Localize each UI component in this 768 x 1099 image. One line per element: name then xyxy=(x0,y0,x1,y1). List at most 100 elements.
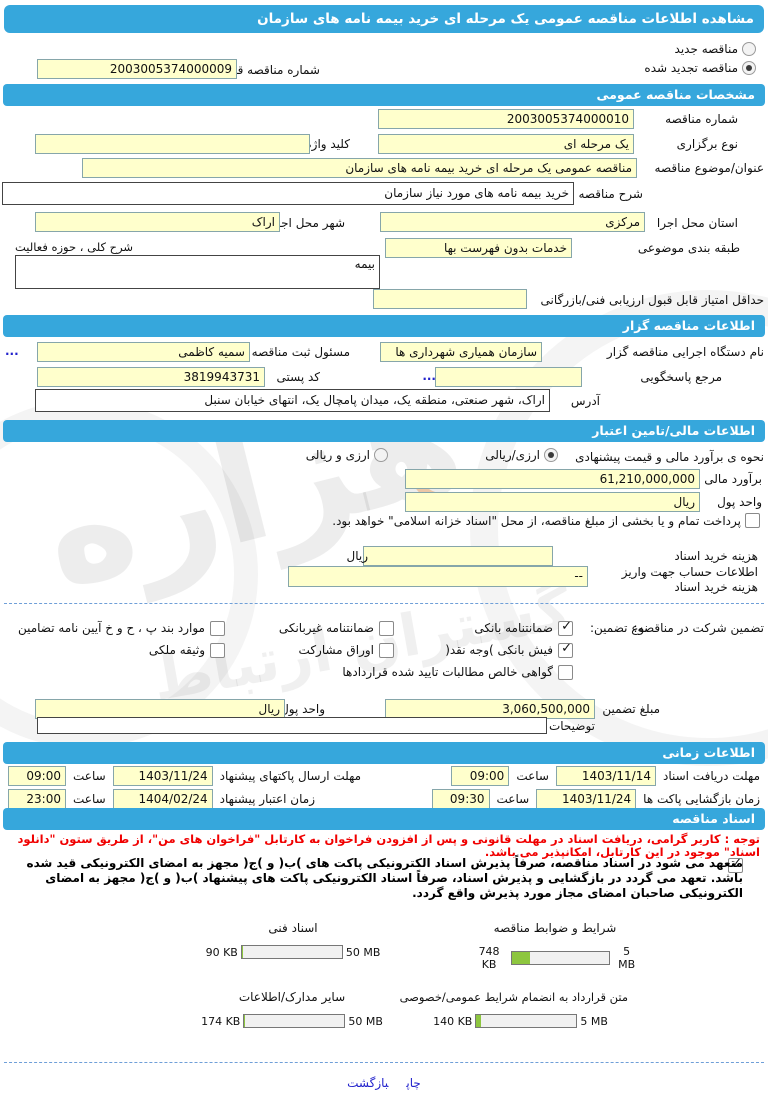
guarantee-option[interactable]: ضمانتنامه غیربانکی xyxy=(279,617,394,639)
offer-validity-label: زمان اعتبار پیشنهاد xyxy=(219,792,315,806)
guarantee-type-label: نوع تضمین: xyxy=(590,621,648,635)
prev-tender-number-field[interactable]: 2003005374000009 xyxy=(37,59,237,79)
file-technical-max: 50 MB xyxy=(345,945,381,959)
guarantee-option[interactable]: گواهی خالص مطالبات تایید شده قراردادها xyxy=(342,661,573,683)
city-field[interactable]: اراک xyxy=(35,212,280,232)
time-label: ساعت xyxy=(516,769,549,783)
bank-slip-checkbox[interactable] xyxy=(558,641,573,658)
radio-new-tender[interactable]: مناقصه جدید xyxy=(675,42,756,56)
province-label: استان محل اجرا xyxy=(656,216,738,230)
currency-field[interactable]: ریال xyxy=(405,492,700,512)
treasury-checkbox[interactable] xyxy=(745,513,760,528)
tender-title-field[interactable]: مناقصه عمومی یک مرحله ای خرید بیمه نامه … xyxy=(82,158,637,178)
section-schedule-header: اطلاعات زمانی xyxy=(3,742,765,764)
bank-slip-label: فیش بانکی )وجه نقد( xyxy=(445,643,553,657)
registrar-more-button[interactable]: ... xyxy=(5,344,19,358)
min-score-field[interactable] xyxy=(373,289,527,309)
file-terms-label: شرایط و ضوابط مناقصه xyxy=(493,921,617,935)
file-other-max: 50 MB xyxy=(348,1014,383,1028)
estimate-method-label: نحوه ی برآورد مالی و قیمت پیشنهادی xyxy=(575,450,764,464)
guarantee-option[interactable]: فیش بانکی )وجه نقد( xyxy=(342,639,573,661)
postal-code-field[interactable]: 3819943731 xyxy=(37,367,265,387)
radio-rial-icon[interactable] xyxy=(544,448,558,462)
deadline-receive-docs-label: مهلت دریافت اسناد xyxy=(662,769,760,783)
file-terms-max: 5 MB xyxy=(618,945,636,971)
file-terms-size: 748 KB xyxy=(478,945,500,971)
offer-validity-date[interactable]: 1404/02/24 xyxy=(112,789,213,809)
guarantee-amount-field[interactable]: 3,060,500,000 xyxy=(385,699,595,719)
guarantee-option[interactable]: اوراق مشارکت xyxy=(279,639,394,661)
tender-title-label: عنوان/موضوع مناقصه xyxy=(654,161,764,175)
ref-field[interactable] xyxy=(435,367,582,387)
notes-field[interactable] xyxy=(37,717,547,734)
guarantee-currency-field[interactable]: ریال xyxy=(35,699,285,719)
documents-notice: توجه : کاربر گرامی، دریافت اسناد در مهلت… xyxy=(17,832,760,859)
footer-links: چاپ بازگشت xyxy=(0,1076,768,1090)
print-link[interactable]: چاپ xyxy=(406,1076,421,1090)
deadline-submit-envelopes-date[interactable]: 1403/11/24 xyxy=(112,766,213,786)
account-field[interactable]: -- xyxy=(288,566,588,587)
guarantee-option[interactable]: ضمانتنامه بانکی xyxy=(342,617,573,639)
bonds-checkbox[interactable] xyxy=(379,642,394,658)
file-other-size: 174 KB xyxy=(201,1014,241,1028)
ref-label: مرجع پاسخگویی xyxy=(640,370,722,384)
time-label: ساعت xyxy=(73,792,106,806)
doc-fee-field[interactable] xyxy=(363,546,553,566)
activity-scope-field[interactable]: بیمه xyxy=(15,255,380,289)
deadline-receive-docs-time[interactable]: 09:00 xyxy=(451,766,510,786)
category-label: طبقه بندی موضوعی xyxy=(637,241,740,255)
treasury-note: پرداخت تمام و یا بخشی از مبلغ مناقصه، از… xyxy=(332,514,741,528)
tender-number-label: شماره مناقصه xyxy=(665,112,738,126)
file-terms: شرایط و ضوابط مناقصه 748 KB 5 MB xyxy=(470,921,640,971)
tender-desc-label: شرح مناقصه xyxy=(578,187,643,201)
ref-more-button[interactable]: ... xyxy=(422,369,436,383)
deadline-receive-docs-date[interactable]: 1403/11/14 xyxy=(555,766,656,786)
tender-number-field[interactable]: 2003005374000010 xyxy=(378,109,634,129)
property-collateral-label: وثیقه ملکی xyxy=(148,643,205,657)
bank-guarantee-label: ضمانتنامه بانکی xyxy=(474,621,553,635)
tender-type-field[interactable]: یک مرحله ای xyxy=(378,134,634,154)
bank-guarantee-checkbox[interactable] xyxy=(558,619,573,636)
commitment-checkbox[interactable] xyxy=(728,856,744,873)
tender-desc-field[interactable]: خرید بیمه نامه های مورد نیاز سازمان xyxy=(2,182,574,205)
address-field[interactable]: اراک، شهر صنعتی، منطقه یک، میدان پامچال … xyxy=(35,389,550,412)
file-other-progressbar xyxy=(243,1014,346,1028)
keyword-field[interactable] xyxy=(35,134,310,154)
radio-currency-and-rial[interactable]: ارزی و ریالی xyxy=(306,448,388,462)
file-technical: اسناد فنی 90 KB 50 MB xyxy=(198,921,388,959)
envelope-opening-date[interactable]: 1403/11/24 xyxy=(536,789,637,809)
back-link[interactable]: بازگشت xyxy=(347,1076,389,1090)
nonbank-guarantee-checkbox[interactable] xyxy=(379,620,394,636)
radio-new-tender-icon[interactable] xyxy=(742,42,756,56)
notes-label: توضیحات xyxy=(548,719,595,733)
estimate-label: برآورد مالی xyxy=(704,472,762,486)
category-field[interactable]: خدمات بدون فهرست بها xyxy=(385,238,572,258)
guarantee-option[interactable]: وثیقه ملکی xyxy=(18,639,225,661)
agency-name-label: نام دستگاه اجرایی مناقصه گزار xyxy=(606,345,764,359)
registrar-field[interactable]: سمیه کاظمی xyxy=(37,342,250,362)
deadline-submit-envelopes-label: مهلت ارسال پاکتهای پیشنهاد xyxy=(219,769,362,783)
envelope-opening-label: زمان بازگشایی پاکت ها xyxy=(643,792,760,806)
radio-renewed-tender-icon[interactable] xyxy=(742,61,756,75)
guarantee-amount-label: مبلغ تضمین xyxy=(602,702,660,716)
province-field[interactable]: مرکزی xyxy=(380,212,645,232)
envelope-opening-time-field[interactable]: 09:30 xyxy=(431,789,490,809)
deadline-submit-envelopes-time[interactable]: 09:00 xyxy=(8,766,66,786)
address-label: آدرس xyxy=(570,394,600,408)
estimate-field[interactable]: 61,210,000,000 xyxy=(405,469,700,489)
offer-validity-time-field[interactable]: 23:00 xyxy=(8,789,66,809)
guarantee-option[interactable]: موارد بند پ ، ح و خ آیین نامه تضامین xyxy=(18,617,225,639)
property-collateral-checkbox[interactable] xyxy=(210,642,225,658)
file-technical-progressbar xyxy=(240,945,343,959)
net-claims-checkbox[interactable] xyxy=(558,664,573,680)
divider-dashed xyxy=(4,603,764,604)
guarantee-label: تضمین شرکت در مناقصه: xyxy=(633,621,764,635)
radio-renewed-tender[interactable]: مناقصه تجدید شده xyxy=(644,61,756,75)
radio-currency-and-rial-icon[interactable] xyxy=(374,448,388,462)
deadline-submit-envelopes: مهلت ارسال پاکتهای پیشنهاد 1403/11/24 سا… xyxy=(8,766,361,786)
agency-name-field[interactable]: سازمان همیاری شهرداری ها xyxy=(380,342,542,362)
bylaw-items-checkbox[interactable] xyxy=(210,620,225,636)
radio-rial[interactable]: ارزی/ریالی xyxy=(485,448,558,462)
account-label: اطلاعات حساب جهت واریز هزینه خرید اسناد xyxy=(621,565,758,594)
